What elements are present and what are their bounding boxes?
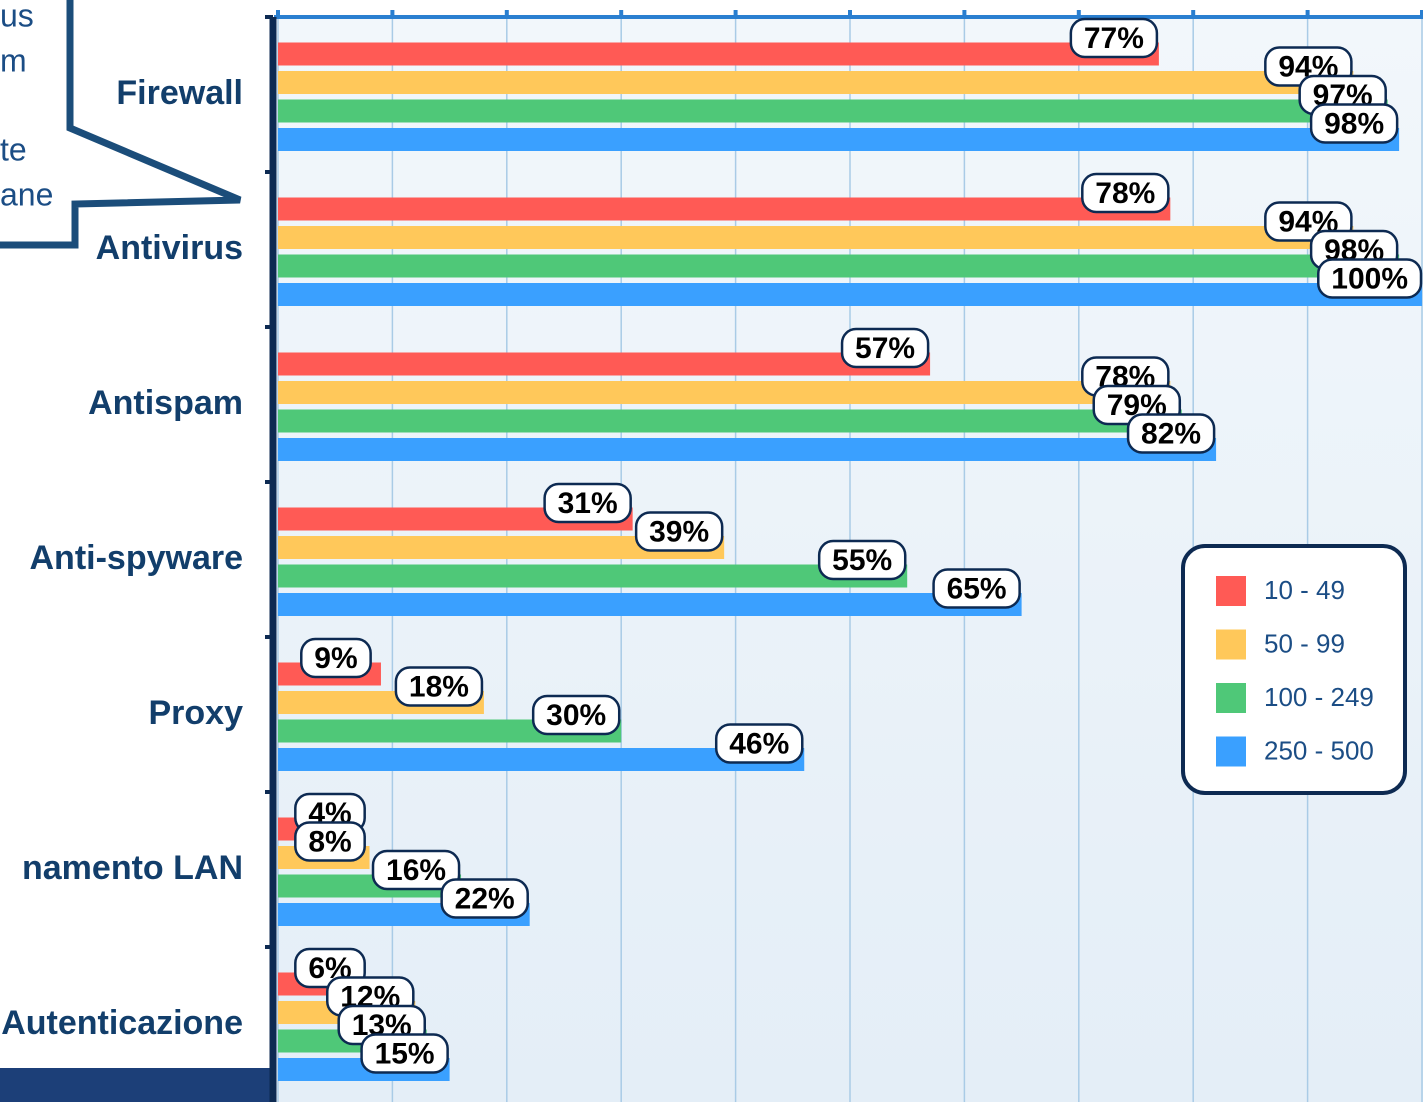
value-label-text: 39% [649, 515, 709, 548]
bar [278, 128, 1400, 151]
value-label: 55% [817, 539, 907, 581]
value-label-text: 31% [558, 487, 618, 520]
value-label-text: 82% [1141, 417, 1201, 450]
value-label-text: 46% [729, 727, 789, 760]
value-label-box [440, 878, 529, 919]
callout-text: m [0, 42, 27, 78]
value-label: 9% [300, 637, 372, 679]
callout-text: te [0, 131, 27, 167]
value-label-box [1081, 172, 1170, 214]
callout-text: ane [0, 176, 53, 212]
category-label: Antivirus [96, 229, 243, 267]
value-label-box [1126, 413, 1216, 454]
bar [278, 507, 633, 531]
value-label-text: 22% [455, 882, 515, 915]
bar [278, 197, 1171, 221]
legend-swatch [1216, 629, 1246, 660]
bar [278, 409, 1182, 433]
value-label: 57% [840, 327, 930, 369]
bar [278, 42, 1159, 66]
value-label: 78% [1081, 172, 1170, 214]
bar [278, 564, 908, 588]
bar [278, 593, 1022, 616]
value-label-box [1069, 17, 1159, 59]
value-label-text: 16% [386, 854, 446, 887]
legend-swatch [1216, 736, 1246, 767]
value-label: 30% [531, 694, 621, 736]
value-label-box [294, 821, 366, 862]
value-label: 16% [371, 849, 461, 891]
bar [278, 226, 1354, 249]
bar [278, 536, 725, 559]
category-label: Autenticazione [1, 1004, 243, 1042]
value-label-text: 65% [947, 572, 1007, 605]
value-label: 31% [543, 482, 632, 524]
value-label: 65% [932, 568, 1021, 609]
value-label-text: 18% [409, 670, 469, 703]
value-label-box [634, 511, 724, 552]
value-label-text: 55% [832, 544, 892, 577]
callout-text: us [0, 0, 34, 33]
legend-box [1181, 544, 1407, 795]
value-label: 22% [440, 878, 529, 919]
value-label-box [531, 694, 621, 736]
value-label-box [1309, 103, 1399, 144]
value-label-text: 30% [546, 699, 606, 732]
category-label: Anti-spyware [30, 539, 244, 577]
bar [278, 283, 1422, 306]
value-label-box [360, 1033, 449, 1074]
value-label-text: 78% [1095, 177, 1155, 210]
legend-label: 250 - 500 [1264, 735, 1374, 765]
callout-box [0, 0, 242, 249]
bar [278, 99, 1388, 123]
value-label-box [932, 568, 1021, 609]
value-label-box [394, 666, 484, 707]
value-label-box [817, 539, 907, 581]
legend-label: 100 - 249 [1264, 682, 1374, 712]
category-label: Antispam [88, 384, 243, 422]
legend-swatch [1216, 683, 1246, 713]
legend-label: 10 - 49 [1264, 575, 1345, 605]
footer-strip [0, 1068, 272, 1102]
value-label-box [1317, 258, 1423, 299]
value-label-box [840, 327, 930, 369]
bar [278, 254, 1400, 278]
category-label: namento LAN [22, 849, 243, 887]
value-label: 100% [1317, 258, 1423, 299]
value-label: 18% [394, 666, 484, 707]
value-label-box [543, 482, 632, 524]
value-label-text: 77% [1084, 22, 1144, 55]
bar [278, 381, 1171, 404]
category-label: Firewall [116, 74, 243, 112]
value-label: 39% [634, 511, 724, 552]
legend-label: 50 - 99 [1264, 628, 1345, 658]
value-label: 15% [360, 1033, 449, 1074]
category-label: Proxy [149, 694, 244, 732]
value-label-box [371, 849, 461, 891]
value-label-box [714, 723, 804, 764]
value-label-text: 15% [375, 1037, 435, 1070]
value-label: 82% [1126, 413, 1216, 454]
bar [278, 71, 1354, 94]
value-label: 8% [294, 821, 366, 862]
value-label-text: 57% [855, 332, 915, 365]
value-label-text: 100% [1331, 262, 1408, 295]
value-label-box [300, 637, 372, 679]
bar [278, 748, 805, 771]
value-label-text: 8% [308, 825, 351, 858]
value-label: 46% [714, 723, 804, 764]
value-label-text: 9% [314, 642, 357, 675]
value-label: 77% [1069, 17, 1159, 59]
bar [278, 438, 1217, 461]
legend-swatch [1216, 576, 1246, 606]
bar [278, 352, 931, 376]
value-label: 98% [1309, 103, 1399, 144]
value-label-text: 98% [1324, 107, 1384, 140]
